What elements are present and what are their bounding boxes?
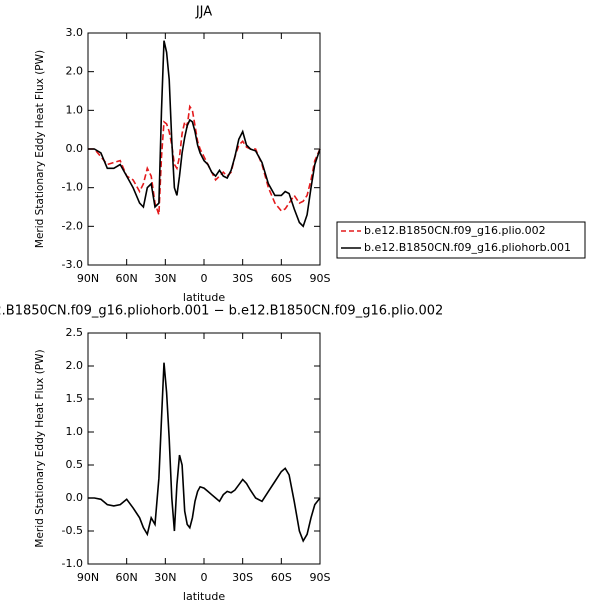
plot-frame <box>87 32 321 266</box>
y-tick-label: 1.0 <box>66 103 84 116</box>
y-tick-label: 2.0 <box>66 359 84 372</box>
y-tick-label: 0.0 <box>66 491 84 504</box>
y-tick-label: -1.0 <box>62 557 83 570</box>
x-tick-label: 90S <box>310 571 331 584</box>
x-tick-label: 0 <box>201 571 208 584</box>
x-tick-label: 90N <box>77 272 99 285</box>
x-tick-label: 60N <box>116 272 138 285</box>
x-tick-label: 30S <box>232 571 253 584</box>
x-axis-label: latitude <box>183 291 225 304</box>
x-axis-label: latitude <box>183 590 225 603</box>
data-line <box>88 362 321 543</box>
x-tick-label: 30N <box>154 571 176 584</box>
x-tick-label: 0 <box>201 272 208 285</box>
x-tick-label: 60N <box>116 571 138 584</box>
y-tick-label: 2.0 <box>66 65 84 78</box>
x-tick-label: 60S <box>271 571 292 584</box>
y-tick-label: -1.0 <box>62 181 83 194</box>
y-axis-label: Merid Stationary Eddy Heat Flux (PW) <box>34 349 46 547</box>
y-tick-label: -2.0 <box>62 219 83 232</box>
y-tick-label: -3.0 <box>62 258 83 271</box>
y-tick-label: 3.0 <box>66 26 84 39</box>
x-tick-label: 60S <box>271 272 292 285</box>
data-line <box>88 40 321 228</box>
y-tick-label: 1.0 <box>66 425 84 438</box>
y-tick-label: 1.5 <box>66 392 84 405</box>
x-tick-label: 30N <box>154 272 176 285</box>
y-tick-label: 0.0 <box>66 142 84 155</box>
chart-title: b.e12.B1850CN.f09_g16.pliohorb.001 − b.e… <box>0 304 443 319</box>
x-tick-label: 90S <box>310 272 331 285</box>
plot-frame <box>87 332 321 565</box>
y-tick-label: 2.5 <box>66 326 84 339</box>
chart-title: JJA <box>195 5 212 20</box>
legend-label: b.e12.B1850CN.f09_g16.plio.002 <box>364 224 546 237</box>
y-tick-label: 0.5 <box>66 458 84 471</box>
legend-box <box>336 221 586 259</box>
y-axis-label: Merid Stationary Eddy Heat Flux (PW) <box>34 50 46 248</box>
x-tick-label: 30S <box>232 272 253 285</box>
legend-label: b.e12.B1850CN.f09_g16.pliohorb.001 <box>364 241 571 254</box>
x-tick-label: 90N <box>77 571 99 584</box>
y-tick-label: -0.5 <box>62 524 83 537</box>
